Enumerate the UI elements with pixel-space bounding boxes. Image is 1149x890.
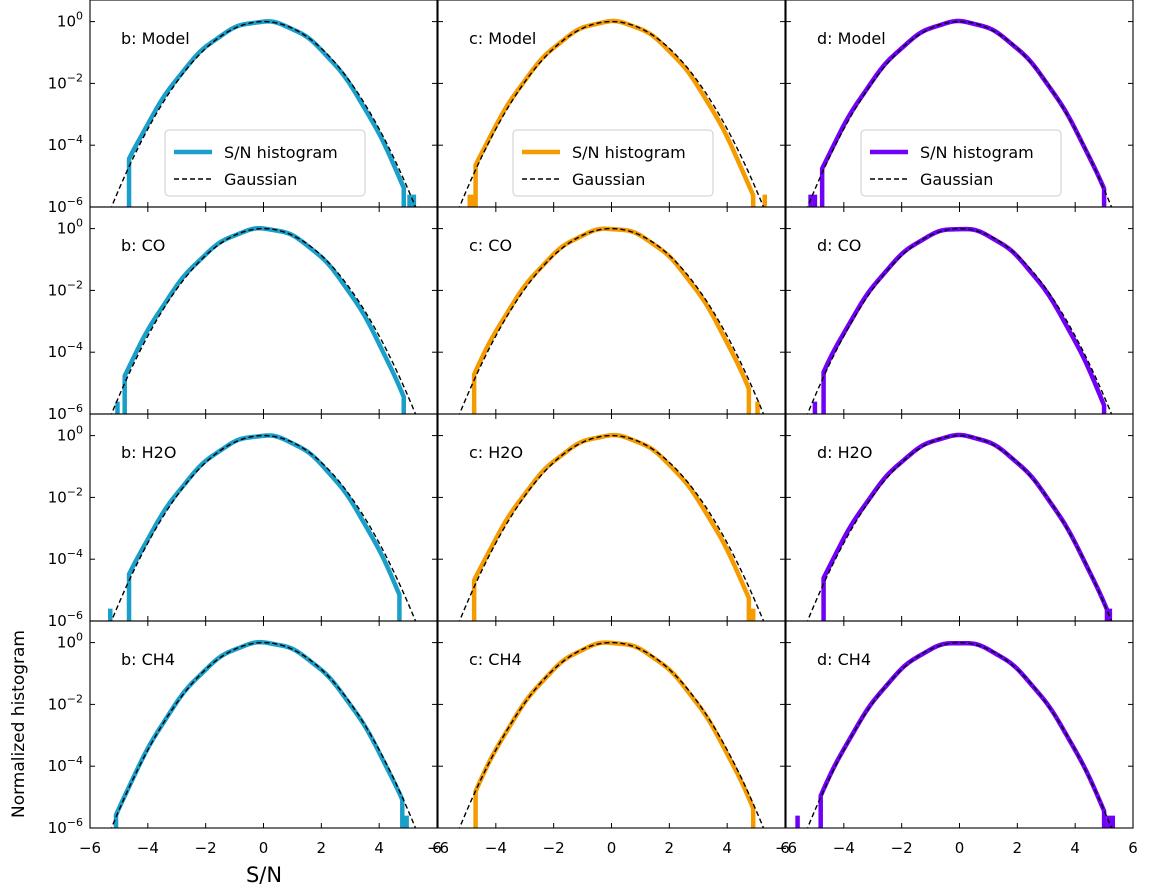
y-tick-label: 10−4 xyxy=(48,754,83,775)
panel-d-h2o: d: H2O xyxy=(785,413,1134,622)
x-tick-label: 4 xyxy=(1070,839,1080,857)
gaussian-curve xyxy=(110,227,417,414)
panel-label: c: CH4 xyxy=(469,650,522,669)
gaussian-curve xyxy=(458,434,765,621)
y-tick-label: 10−2 xyxy=(48,71,83,92)
y-tick-label: 10−4 xyxy=(48,340,83,361)
gaussian-curve xyxy=(806,20,1113,207)
histogram-curve xyxy=(821,432,1110,621)
x-tick-label: 6 xyxy=(1128,839,1138,857)
legend-histogram-label: S/N histogram xyxy=(224,143,338,162)
x-tick-label: 0 xyxy=(607,839,617,857)
panel-label: d: Model xyxy=(817,29,886,48)
legend-gaussian-label: Gaussian xyxy=(920,170,993,189)
x-tick-label: 2 xyxy=(665,839,675,857)
y-tick-label: 10−4 xyxy=(48,547,83,568)
panel-label: b: CH4 xyxy=(121,650,175,669)
gaussian-curve xyxy=(458,641,765,828)
y-tick-label: 10−2 xyxy=(48,485,83,506)
x-tick-label: 6 xyxy=(432,839,442,857)
panel-label: b: CO xyxy=(121,236,165,255)
histogram-curve xyxy=(473,640,756,828)
legend-gaussian-label: Gaussian xyxy=(224,170,297,189)
panel-label: b: Model xyxy=(121,29,190,48)
y-tick-label: 100 xyxy=(57,631,83,652)
panel-c-ch4: c: CH4 xyxy=(437,620,786,829)
legend: S/N histogram Gaussian xyxy=(512,129,714,197)
panel-label: c: Model xyxy=(469,29,536,48)
panel-c-h2o: c: H2O xyxy=(437,413,786,622)
gaussian-curve xyxy=(110,641,417,828)
legend-histogram-label: S/N histogram xyxy=(572,143,686,162)
y-tick-label: 100 xyxy=(57,10,83,31)
gaussian-curve xyxy=(806,641,1113,828)
histogram-curve xyxy=(821,226,1107,414)
x-tick-label: 0 xyxy=(259,839,269,857)
gaussian-curve xyxy=(110,434,417,621)
panel-c-model: c: Model S/N histogram Gaussian xyxy=(437,0,786,208)
histogram-curve xyxy=(471,226,752,414)
histogram-curve xyxy=(818,640,1107,828)
panel-label: c: H2O xyxy=(469,443,523,462)
x-tick-label: −6 xyxy=(79,839,101,857)
panels-layer: b: Model S/N histogram Gaussian c: Model S/N… xyxy=(89,0,1134,829)
histogram-curve xyxy=(471,432,752,621)
legend-gaussian-label: Gaussian xyxy=(572,170,645,189)
x-tick-label: −6 xyxy=(427,839,449,857)
panel-b-co: b: CO xyxy=(89,206,438,415)
x-tick-label: 4 xyxy=(722,839,732,857)
gaussian-curve xyxy=(110,20,417,207)
histogram-curve xyxy=(113,639,405,828)
x-axis-label: S/N xyxy=(246,863,282,887)
x-tick-label: 6 xyxy=(780,839,790,857)
panel-label: d: H2O xyxy=(817,443,872,462)
y-tick-label: 10−6 xyxy=(48,195,83,216)
y-tick-label: 10−4 xyxy=(48,133,83,154)
y-tick-label: 10−2 xyxy=(48,278,83,299)
x-tick-label: −2 xyxy=(543,839,565,857)
x-tick-label: 4 xyxy=(374,839,384,857)
x-tick-label: −2 xyxy=(891,839,913,857)
gaussian-curve xyxy=(806,227,1113,414)
legend: S/N histogram Gaussian xyxy=(860,129,1062,197)
x-tick-labels: −6 −4 −2 0 2 4 6−6 −4 −2 0 2 4 6−6 −4 −2 0 2 4 6 xyxy=(79,839,1138,857)
x-tick-label: 2 xyxy=(1013,839,1023,857)
y-tick-label: 10−6 xyxy=(48,816,83,837)
panel-label: d: CO xyxy=(817,236,861,255)
panel-b-ch4: b: CH4 xyxy=(89,620,438,829)
panel-b-h2o: b: H2O xyxy=(89,413,438,622)
panel-d-ch4: d: CH4 xyxy=(785,620,1134,829)
panel-d-model: d: Model S/N histogram Gaussian xyxy=(785,0,1134,208)
panel-label: d: CH4 xyxy=(817,650,871,669)
y-tick-label: 100 xyxy=(57,217,83,238)
y-tick-label: 10−6 xyxy=(48,609,83,630)
panel-label: c: CO xyxy=(469,236,512,255)
gaussian-curve xyxy=(806,434,1113,621)
x-tick-label: −4 xyxy=(137,839,159,857)
x-tick-label: −6 xyxy=(775,839,797,857)
histogram-curve xyxy=(122,226,406,414)
y-tick-label: 100 xyxy=(57,424,83,445)
y-axis-label: Normalized histogram xyxy=(9,630,29,818)
legend-histogram-label: S/N histogram xyxy=(920,143,1034,162)
gaussian-curve xyxy=(458,227,765,414)
y-tick-labels: 10010−210−410−610010−210−410−610010−210−… xyxy=(48,10,83,837)
panel-label: b: H2O xyxy=(121,443,176,462)
panel-c-co: c: CO xyxy=(437,206,786,415)
x-tick-label: −4 xyxy=(833,839,855,857)
y-tick-label: 10−2 xyxy=(48,692,83,713)
panel-d-co: d: CO xyxy=(785,206,1134,415)
x-tick-label: −4 xyxy=(485,839,507,857)
x-tick-label: 2 xyxy=(317,839,327,857)
x-tick-label: 0 xyxy=(955,839,965,857)
y-tick-label: 10−6 xyxy=(48,402,83,423)
histogram-curve xyxy=(126,433,402,621)
panel-b-model: b: Model S/N histogram Gaussian xyxy=(89,0,438,208)
legend: S/N histogram Gaussian xyxy=(164,129,366,197)
gaussian-curve xyxy=(458,20,765,207)
x-tick-label: −2 xyxy=(195,839,217,857)
